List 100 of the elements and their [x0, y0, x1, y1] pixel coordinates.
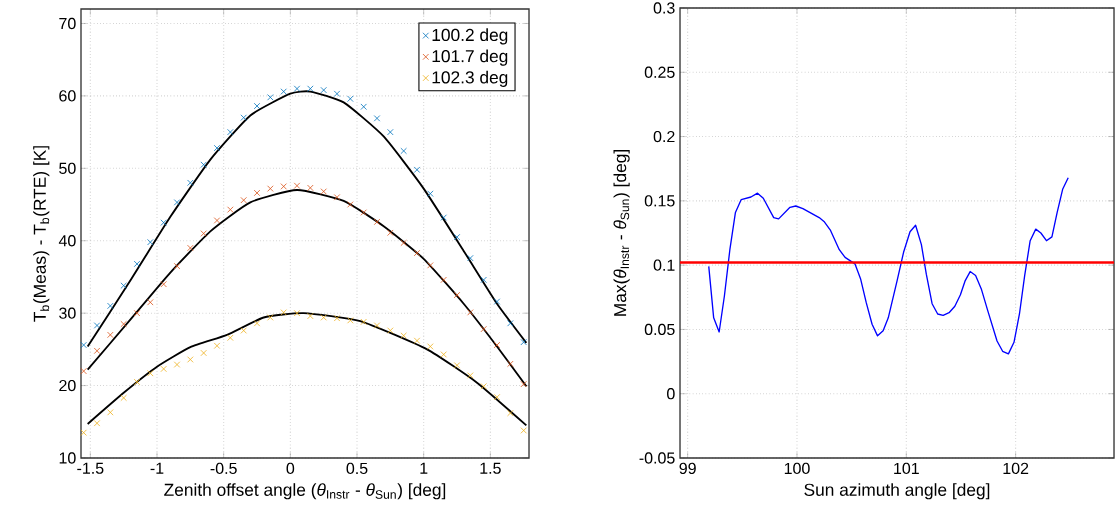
point	[520, 427, 527, 434]
y-tick-label: 0.05	[644, 323, 675, 336]
point	[413, 249, 421, 257]
x-tick-label: 0.5	[346, 462, 368, 475]
x-tick-label: 1.5	[480, 462, 501, 474]
point	[373, 218, 381, 226]
point	[160, 219, 167, 226]
point	[347, 317, 354, 324]
x-tick-label: 99	[679, 462, 696, 475]
point	[507, 320, 514, 327]
y-tick-label: 0.15	[644, 195, 675, 207]
point	[93, 420, 101, 427]
y-tick-label: 40	[58, 235, 76, 247]
y-tick-label: -0.05	[639, 452, 675, 464]
point	[267, 314, 274, 321]
point	[200, 349, 207, 357]
point	[240, 114, 247, 121]
point	[400, 147, 407, 155]
point	[253, 189, 261, 197]
point	[173, 262, 181, 270]
point	[147, 370, 154, 377]
y-tick-label: 20	[59, 379, 76, 392]
point	[120, 394, 127, 402]
legend-label: 102.3 deg	[432, 70, 508, 87]
point	[187, 244, 194, 252]
x-axis-title: Sun azimuth angle [deg]	[804, 483, 990, 500]
point	[307, 312, 314, 320]
point	[453, 233, 461, 241]
point	[320, 86, 327, 94]
point	[320, 188, 327, 195]
point	[93, 322, 101, 329]
point	[467, 309, 474, 316]
point	[427, 343, 434, 350]
point	[240, 196, 247, 204]
point	[453, 291, 461, 299]
x-tick-label: 101	[894, 462, 919, 475]
point	[293, 309, 301, 317]
legend-label: 100.2 deg	[432, 28, 508, 45]
point	[320, 314, 327, 321]
point	[133, 378, 141, 386]
y-tick-label: 50	[59, 162, 76, 174]
point	[400, 332, 407, 339]
point	[107, 409, 114, 416]
point	[280, 309, 287, 316]
point	[387, 128, 394, 136]
y-axis-title: T$_{b}$(Meas) - T$_{b}$(RTE) [K]	[33, 146, 50, 322]
legend-label: 101.7 deg	[432, 49, 508, 66]
y-tick-label: 0.25	[644, 66, 675, 78]
point	[160, 280, 167, 288]
point	[360, 103, 367, 110]
point	[427, 190, 434, 197]
point	[253, 320, 261, 327]
point	[107, 302, 114, 310]
point	[373, 322, 381, 329]
point	[187, 356, 194, 363]
x-tick-label: 100	[784, 462, 810, 475]
point	[307, 85, 314, 92]
point	[413, 337, 421, 344]
point	[147, 299, 154, 306]
x-tick-label: 102	[1003, 462, 1029, 475]
point	[440, 214, 447, 221]
y-tick-label: 0.1	[653, 259, 675, 271]
x-tick-label: -0.5	[210, 462, 237, 475]
point	[240, 327, 247, 334]
point	[173, 199, 181, 206]
point	[493, 298, 501, 305]
x-tick-label: 1	[420, 462, 428, 474]
point	[80, 341, 87, 349]
point	[120, 282, 127, 289]
point	[467, 254, 474, 262]
point	[480, 325, 487, 333]
y-tick-label: 10	[59, 452, 76, 464]
point	[480, 383, 487, 390]
point	[93, 347, 101, 355]
point	[507, 409, 514, 417]
y-tick-label: 0.3	[653, 2, 675, 14]
point	[387, 229, 394, 236]
point	[133, 309, 141, 317]
line-series	[86, 90, 528, 348]
point	[360, 209, 367, 216]
y-tick-label: 70	[59, 17, 76, 30]
point	[507, 360, 514, 368]
point	[440, 276, 447, 284]
point	[227, 334, 234, 342]
point	[480, 276, 487, 284]
x-tick-label: 0	[286, 462, 295, 475]
line-series	[86, 312, 528, 427]
point	[213, 144, 221, 152]
point	[387, 327, 394, 334]
line-series	[86, 189, 528, 388]
y-tick-label: 0.2	[653, 130, 675, 143]
point	[333, 90, 341, 97]
y-axis-title: Max(θ$_{Instr}$ - θ$_{Sun}$) [deg]	[613, 150, 630, 316]
point	[293, 85, 301, 92]
point	[213, 217, 221, 224]
point	[493, 393, 501, 401]
point	[80, 367, 87, 375]
point	[267, 94, 274, 101]
point	[293, 182, 301, 189]
y-tick-label: 60	[59, 90, 76, 102]
